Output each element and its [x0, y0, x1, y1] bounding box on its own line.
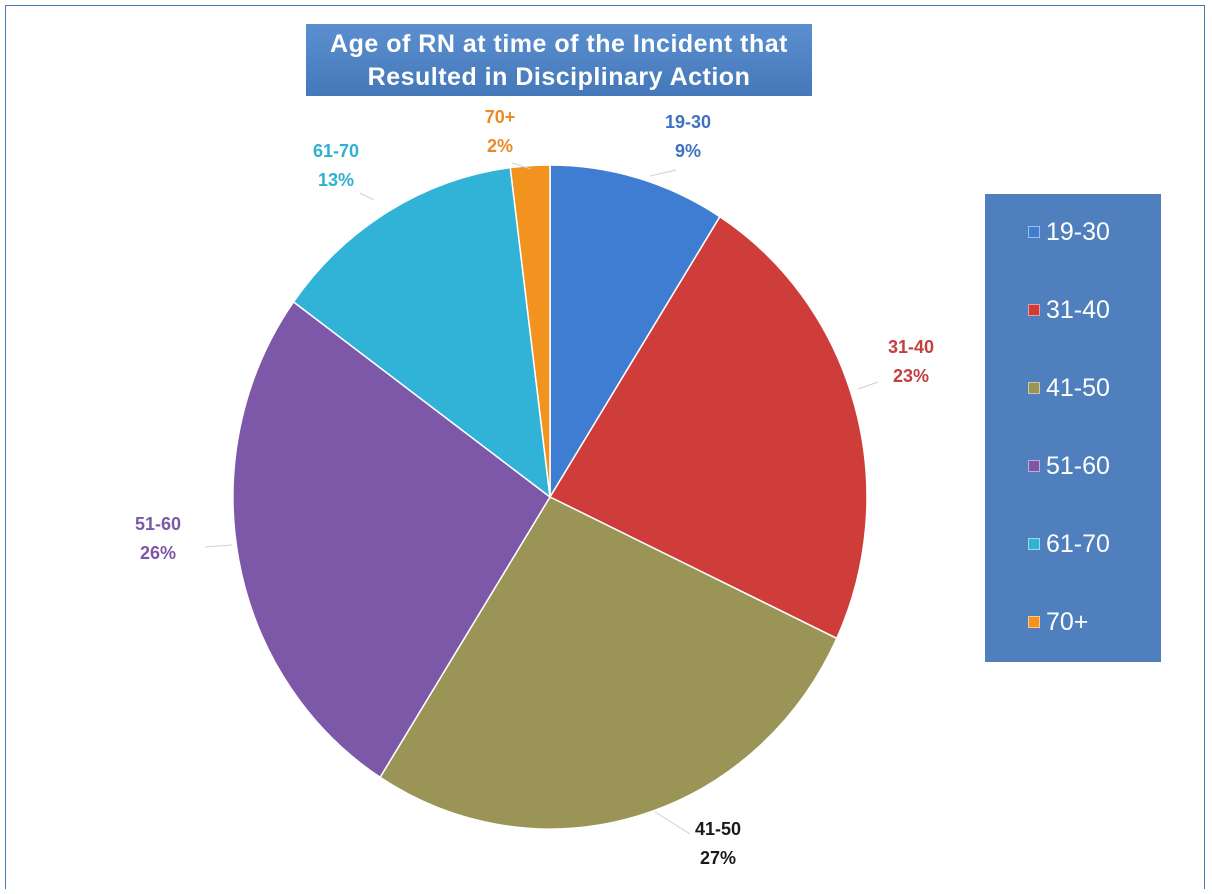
legend-label: 70+ [1046, 607, 1089, 636]
legend-label: 61-70 [1046, 529, 1110, 558]
leader-line-51-60 [204, 544, 233, 548]
leader-line-61-70 [359, 192, 375, 201]
legend-item-61-70: 61-70 [985, 524, 1161, 564]
pie-slice-41-50 [379, 496, 838, 830]
legend-label: 31-40 [1046, 295, 1110, 324]
data-label-value-61-70: 13% [318, 170, 354, 190]
data-label-value-51-60: 26% [140, 543, 176, 563]
pie-slice-31-40 [548, 215, 868, 640]
legend-swatch [1028, 226, 1040, 238]
leader-line-70-plus [511, 162, 532, 170]
pie-slice-70-plus [509, 164, 551, 498]
chart-title-line-2: Resulted in Disciplinary Action [367, 63, 751, 91]
chart-title-line-1: Age of RN at time of the Incident that [330, 30, 788, 58]
pie-slices [232, 164, 868, 830]
leader-line-41-50 [654, 811, 691, 835]
pie-slice-61-70 [292, 166, 551, 499]
legend-item-70-plus: 70+ [985, 602, 1161, 642]
legend-item-51-60: 51-60 [985, 446, 1161, 486]
legend-swatch [1028, 382, 1040, 394]
legend-swatch [1028, 460, 1040, 472]
pie-slice-51-60 [232, 300, 551, 779]
legend-item-19-30: 19-30 [985, 212, 1161, 252]
data-label-category-61-70: 61-70 [313, 141, 359, 161]
data-label-category-19-30: 19-30 [665, 112, 711, 132]
legend-swatch [1028, 304, 1040, 316]
data-label-value-19-30: 9% [675, 141, 701, 161]
leader-line-31-40 [857, 381, 879, 390]
data-label-value-31-40: 23% [893, 366, 929, 386]
legend-swatch [1028, 616, 1040, 628]
legend: 19-30 31-40 41-50 51-60 61-70 70+ [985, 194, 1161, 662]
legend-item-31-40: 31-40 [985, 290, 1161, 330]
data-label-category-31-40: 31-40 [888, 337, 934, 357]
data-labels: 19-30 9% 31-40 23% 41-50 27% 51-60 26% 61-70 13% 7… [135, 107, 934, 868]
legend-swatch [1028, 538, 1040, 550]
data-label-category-70-plus: 70+ [485, 107, 516, 127]
leader-lines [204, 162, 879, 835]
pie-slice-19-30 [549, 164, 721, 500]
legend-label: 41-50 [1046, 373, 1110, 402]
legend-item-41-50: 41-50 [985, 368, 1161, 408]
leader-line-19-30 [649, 169, 677, 177]
data-label-value-41-50: 27% [700, 848, 736, 868]
data-label-value-70-plus: 2% [487, 136, 513, 156]
legend-label: 19-30 [1046, 217, 1110, 246]
legend-label: 51-60 [1046, 451, 1110, 480]
chart-frame [5, 5, 1205, 889]
data-label-category-41-50: 41-50 [695, 819, 741, 839]
data-label-category-51-60: 51-60 [135, 514, 181, 534]
chart-title: Age of RN at time of the Incident that R… [306, 24, 812, 96]
